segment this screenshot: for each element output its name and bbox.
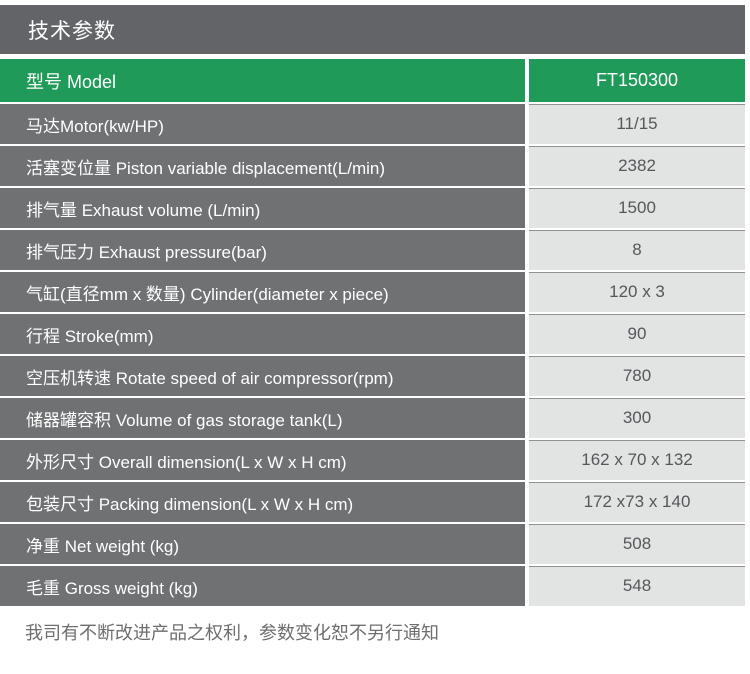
row-value: 8 [529, 230, 745, 270]
table-header-row: 型号 Model FT150300 [0, 59, 745, 102]
table-row: 行程 Stroke(mm) 90 [0, 314, 745, 354]
row-label: 包装尺寸 Packing dimension(L x W x H cm) [0, 482, 525, 522]
row-value: 120 x 3 [529, 272, 745, 312]
row-label: 储器罐容积 Volume of gas storage tank(L) [0, 398, 525, 438]
row-value: 780 [529, 356, 745, 396]
row-label: 气缸(直径mm x 数量) Cylinder(diameter x piece) [0, 272, 525, 312]
table-row: 排气量 Exhaust volume (L/min) 1500 [0, 188, 745, 228]
section-title: 技术参数 [28, 19, 116, 43]
row-label: 毛重 Gross weight (kg) [0, 566, 525, 606]
row-value: 90 [529, 314, 745, 354]
table-row: 净重 Net weight (kg) 508 [0, 524, 745, 564]
row-label: 排气量 Exhaust volume (L/min) [0, 188, 525, 228]
spec-table: 型号 Model FT150300 马达Motor(kw/HP) 11/15 活… [0, 59, 745, 606]
table-row: 储器罐容积 Volume of gas storage tank(L) 300 [0, 398, 745, 438]
table-row: 活塞变位量 Piston variable displacement(L/min… [0, 146, 745, 186]
row-value: 300 [529, 398, 745, 438]
table-row: 气缸(直径mm x 数量) Cylinder(diameter x piece)… [0, 272, 745, 312]
row-value: 2382 [529, 146, 745, 186]
row-value: 162 x 70 x 132 [529, 440, 745, 480]
row-label: 外形尺寸 Overall dimension(L x W x H cm) [0, 440, 525, 480]
row-value: 508 [529, 524, 745, 564]
table-row: 马达Motor(kw/HP) 11/15 [0, 104, 745, 144]
row-label: 行程 Stroke(mm) [0, 314, 525, 354]
row-value: 1500 [529, 188, 745, 228]
table-row: 排气压力 Exhaust pressure(bar) 8 [0, 230, 745, 270]
model-header-value: FT150300 [529, 59, 745, 102]
row-label: 空压机转速 Rotate speed of air compressor(rpm… [0, 356, 525, 396]
disclaimer-text: 我司有不断改进产品之权利，参数变化恕不另行通知 [25, 623, 439, 643]
table-row: 外形尺寸 Overall dimension(L x W x H cm) 162… [0, 440, 745, 480]
table-row: 包装尺寸 Packing dimension(L x W x H cm) 172… [0, 482, 745, 522]
row-value: 548 [529, 566, 745, 606]
row-label: 净重 Net weight (kg) [0, 524, 525, 564]
row-value: 11/15 [529, 104, 745, 144]
section-title-bar: 技术参数 [0, 5, 745, 54]
table-row: 毛重 Gross weight (kg) 548 [0, 566, 745, 606]
table-row: 空压机转速 Rotate speed of air compressor(rpm… [0, 356, 745, 396]
row-label: 排气压力 Exhaust pressure(bar) [0, 230, 525, 270]
row-label: 活塞变位量 Piston variable displacement(L/min… [0, 146, 525, 186]
model-header-label: 型号 Model [0, 59, 525, 102]
row-label: 马达Motor(kw/HP) [0, 104, 525, 144]
row-value: 172 x73 x 140 [529, 482, 745, 522]
